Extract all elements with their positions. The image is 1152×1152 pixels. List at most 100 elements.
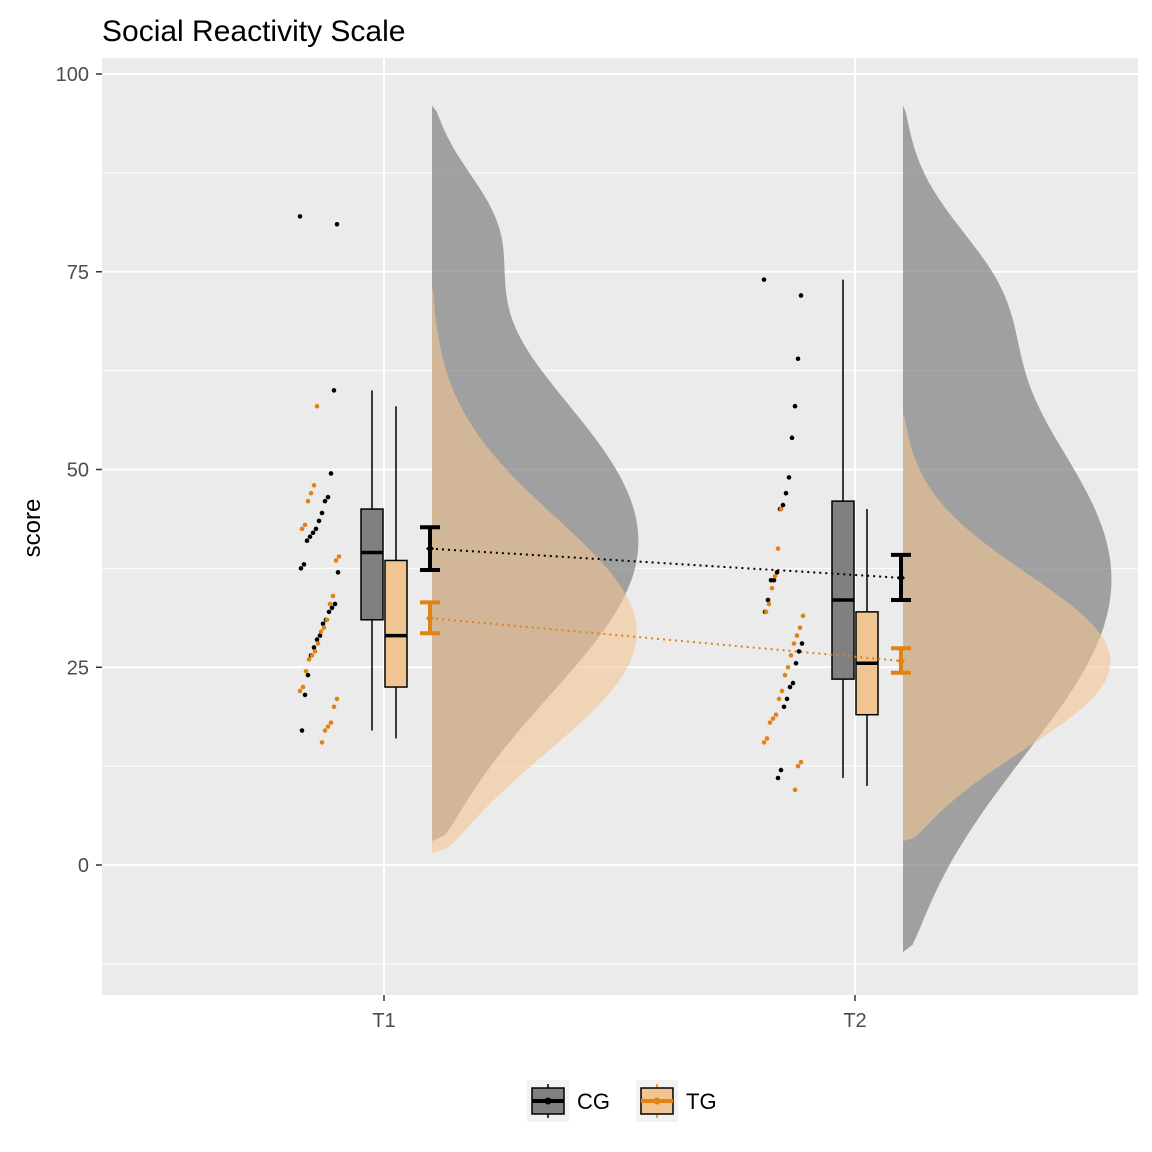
raw-points <box>297 214 806 793</box>
y-tick-label: 100 <box>56 64 89 86</box>
data-point-tg <box>773 712 779 718</box>
density-tg-t2 <box>903 414 1111 842</box>
data-point-tg <box>791 641 797 646</box>
data-point-tg <box>315 641 321 646</box>
data-point-tg <box>328 720 334 725</box>
data-point-cg <box>314 637 320 642</box>
data-point-tg <box>324 617 330 623</box>
data-point-tg <box>306 657 312 662</box>
data-point-cg <box>783 490 789 496</box>
data-point-cg <box>768 577 774 583</box>
data-point-tg <box>770 716 776 721</box>
data-point-cg <box>334 221 340 227</box>
data-point-cg <box>784 696 790 702</box>
data-point-tg <box>785 664 791 670</box>
legend-label-cg: CG <box>577 1089 610 1114</box>
data-point-cg <box>792 403 798 409</box>
data-point-tg <box>314 403 320 409</box>
data-point-cg <box>311 645 317 650</box>
data-point-cg <box>765 597 771 603</box>
data-point-tg <box>331 704 337 710</box>
box-cg-t2 <box>831 500 855 680</box>
data-point-tg <box>327 601 333 607</box>
data-point-tg <box>299 526 305 532</box>
data-point-cg <box>793 660 799 666</box>
data-point-tg <box>303 668 309 674</box>
data-point-tg <box>321 625 327 630</box>
data-point-tg <box>795 763 801 769</box>
data-point-tg <box>319 740 325 745</box>
data-point-cg <box>787 684 793 690</box>
data-point-tg <box>322 728 328 733</box>
data-point-cg <box>310 530 316 536</box>
data-point-tg <box>782 672 788 678</box>
data-point-tg <box>333 558 339 563</box>
data-point-tg <box>769 585 775 591</box>
data-point-cg <box>778 767 784 773</box>
legend-key-point <box>544 1097 552 1105</box>
mean-trend-tg <box>429 617 902 662</box>
legend-label-tg: TG <box>686 1089 717 1114</box>
legend: CG TG <box>527 1080 717 1122</box>
data-point-cg <box>316 518 322 524</box>
data-point-cg <box>320 621 326 627</box>
data-point-tg <box>305 498 311 504</box>
density-tg-t1 <box>432 287 637 854</box>
y-axis-ticks: 0 25 50 75 100 <box>56 64 102 877</box>
data-point-tg <box>776 696 782 702</box>
chart-title: Social Reactivity Scale <box>102 15 405 48</box>
data-point-cg <box>307 534 313 540</box>
data-point-cg <box>780 502 786 508</box>
data-point-cg <box>302 692 308 698</box>
data-point-tg <box>330 593 336 599</box>
data-point-cg <box>319 510 325 516</box>
data-point-tg <box>336 554 342 559</box>
y-tick-label: 50 <box>67 460 89 482</box>
box-tg-t1 <box>384 559 408 688</box>
x-tick-label-t2: T2 <box>843 1010 866 1032</box>
data-point-cg <box>301 562 307 567</box>
data-point-cg <box>796 649 802 654</box>
data-point-cg <box>317 633 323 638</box>
data-point-tg <box>312 649 318 654</box>
data-point-cg <box>786 475 792 480</box>
data-point-tg <box>318 629 324 634</box>
data-point-cg <box>331 388 337 393</box>
data-point-tg <box>792 787 798 793</box>
data-point-cg <box>328 471 334 476</box>
mean-point <box>897 573 905 582</box>
mean-point <box>897 656 905 665</box>
data-point-tg <box>797 625 803 630</box>
data-point-cg <box>322 498 328 504</box>
mean-markers <box>420 525 911 675</box>
data-point-tg <box>302 522 308 528</box>
data-point-cg <box>775 775 781 781</box>
data-point-cg <box>781 704 787 710</box>
data-point-tg <box>761 740 767 745</box>
data-point-tg <box>788 653 794 658</box>
data-point-cg <box>299 728 305 733</box>
y-tick-label: 75 <box>67 262 89 284</box>
y-tick-label: 0 <box>78 855 89 877</box>
data-point-cg <box>326 609 332 615</box>
data-point-tg <box>300 684 306 690</box>
legend-key-point <box>653 1097 661 1105</box>
data-point-tg <box>772 573 778 579</box>
box-cg-t1 <box>360 508 384 621</box>
data-point-cg <box>329 605 335 611</box>
y-axis-title: score <box>19 499 46 558</box>
data-point-tg <box>297 688 303 694</box>
boxplots <box>360 279 879 786</box>
data-point-tg <box>778 506 784 512</box>
data-point-cg <box>761 277 767 282</box>
data-point-cg <box>790 680 796 686</box>
data-point-tg <box>311 483 317 488</box>
data-point-tg <box>794 633 800 638</box>
mean-point <box>426 544 434 553</box>
data-point-cg <box>297 214 303 219</box>
data-point-tg <box>334 696 340 702</box>
data-point-cg <box>325 494 331 500</box>
density-clouds <box>432 105 1112 953</box>
data-point-tg <box>309 653 315 658</box>
data-point-cg <box>304 538 310 543</box>
